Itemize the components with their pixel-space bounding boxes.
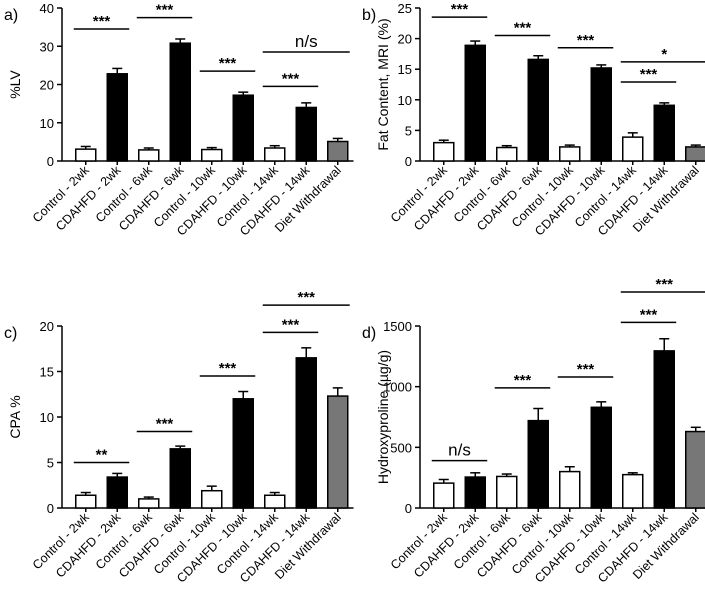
significance-label: *** — [640, 66, 658, 83]
y-tick-label: 1000 — [383, 380, 412, 395]
bar-control — [433, 482, 455, 509]
y-tick-label: 0 — [405, 501, 412, 516]
bar-control — [496, 475, 518, 509]
significance-label: *** — [577, 361, 595, 378]
panel-label: a) — [4, 7, 18, 24]
bar-control — [559, 146, 581, 162]
bar-withdrawal — [685, 430, 705, 509]
bar-cdahfd — [295, 357, 317, 509]
bar-control — [496, 146, 518, 162]
bar-cdahfd — [590, 67, 612, 162]
bar-control — [622, 473, 644, 509]
significance-label: *** — [640, 306, 658, 323]
bar-control — [201, 489, 223, 509]
bar-control — [75, 148, 97, 162]
significance-label: *** — [297, 289, 315, 306]
significance-label: *** — [655, 276, 673, 293]
significance-label: * — [661, 46, 667, 63]
bar-control — [622, 136, 644, 162]
bar-withdrawal — [327, 395, 349, 509]
y-tick-label: 0 — [405, 154, 412, 169]
bar-cdahfd — [295, 106, 317, 162]
bar-cdahfd — [464, 476, 486, 509]
bar-control — [559, 470, 581, 509]
y-tick-label: 25 — [398, 1, 412, 16]
y-axis-label: %LV — [7, 70, 23, 99]
bar-cdahfd — [106, 476, 128, 509]
y-tick-label: 20 — [40, 78, 54, 93]
bar-cdahfd — [464, 44, 486, 162]
bar-cdahfd — [653, 104, 675, 162]
y-tick-label: 10 — [40, 410, 54, 425]
significance-label: n/s — [448, 441, 471, 460]
significance-label: *** — [282, 70, 300, 87]
y-axis-label: Fat Content, MRI (%) — [375, 18, 391, 150]
significance-label: *** — [282, 316, 300, 333]
significance-label: *** — [514, 372, 532, 389]
bar-control — [264, 494, 286, 509]
y-axis-label: Hydroxyproline (µg/g) — [375, 350, 391, 484]
bar-control — [264, 147, 286, 162]
chart-panel-b: b)Fat Content, MRI (%)0510152025Control … — [362, 1, 705, 238]
y-tick-label: 15 — [40, 365, 54, 380]
bar-withdrawal — [685, 146, 705, 162]
significance-label: *** — [156, 2, 174, 19]
bar-cdahfd — [169, 42, 191, 162]
y-tick-label: 20 — [398, 32, 412, 47]
panel-label: b) — [362, 7, 376, 24]
significance-label: *** — [156, 416, 174, 433]
bar-cdahfd — [527, 58, 549, 162]
y-tick-label: 30 — [40, 39, 54, 54]
y-tick-label: 0 — [47, 154, 54, 169]
bar-cdahfd — [232, 94, 254, 162]
bar-cdahfd — [590, 406, 612, 509]
y-tick-label: 15 — [398, 62, 412, 77]
significance-label: ** — [96, 447, 108, 464]
significance-label: *** — [577, 32, 595, 49]
bar-control — [75, 494, 97, 509]
y-tick-label: 20 — [40, 319, 54, 334]
bar-cdahfd — [232, 398, 254, 509]
y-tick-label: 5 — [405, 123, 412, 138]
y-tick-label: 1500 — [383, 319, 412, 334]
significance-label: *** — [219, 360, 237, 377]
bar-withdrawal — [327, 140, 349, 162]
y-axis-label: CPA % — [7, 395, 23, 438]
bar-cdahfd — [527, 419, 549, 509]
y-tick-label: 5 — [47, 456, 54, 471]
y-tick-label: 10 — [398, 93, 412, 108]
bar-cdahfd — [169, 448, 191, 509]
panel-label: c) — [4, 325, 17, 342]
significance-label: *** — [514, 20, 532, 37]
bar-cdahfd — [653, 350, 675, 509]
chart-panel-d: d)Hydroxyproline (µg/g)050010001500Contr… — [362, 276, 705, 585]
y-tick-label: 500 — [390, 440, 412, 455]
y-tick-label: 40 — [40, 1, 54, 16]
y-tick-label: 0 — [47, 501, 54, 516]
bar-cdahfd — [106, 73, 128, 162]
significance-label: *** — [93, 13, 111, 30]
significance-label: *** — [219, 55, 237, 72]
bar-control — [433, 141, 455, 162]
bar-control — [138, 149, 160, 162]
panel-label: d) — [362, 325, 376, 342]
y-tick-label: 10 — [40, 116, 54, 131]
bar-control — [138, 498, 160, 509]
significance-label: n/s — [295, 32, 318, 51]
significance-label: *** — [451, 1, 469, 18]
bar-control — [201, 148, 223, 162]
